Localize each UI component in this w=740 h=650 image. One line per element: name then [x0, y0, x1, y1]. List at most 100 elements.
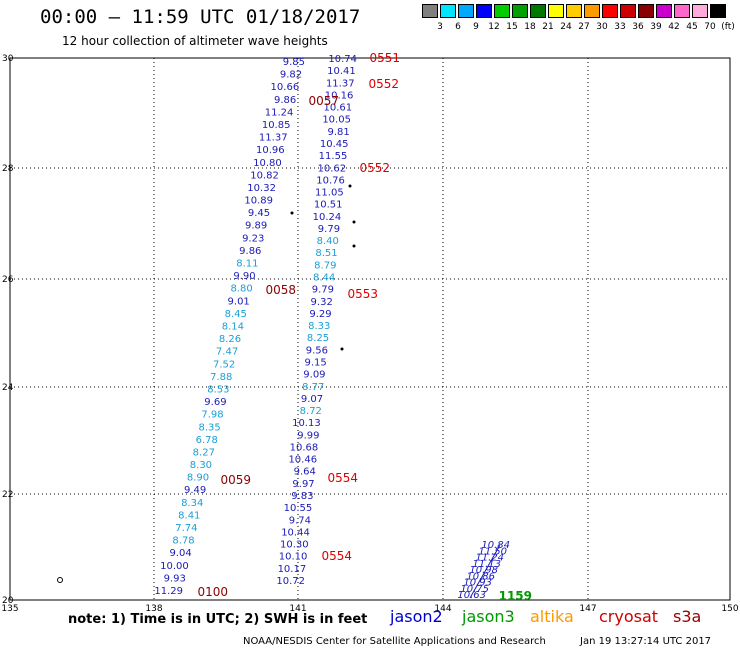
- track-c-value: 11.13: [472, 559, 501, 570]
- color-scale-tick-label: 21: [542, 22, 554, 32]
- track-b-time-label: 0554: [327, 471, 358, 485]
- longitude-tick-label: 135: [1, 604, 18, 614]
- track-b-value: 10.30: [280, 540, 309, 551]
- longitude-tick-label: 141: [289, 604, 306, 614]
- track-a-value: 9.86: [239, 246, 261, 257]
- color-scale-swatch: [476, 4, 492, 18]
- track-c-value: 10.86: [466, 571, 495, 582]
- track-a-value: 9.23: [242, 233, 264, 244]
- track-a-value: 9.89: [245, 221, 267, 232]
- track-a-value: 9.45: [248, 208, 270, 219]
- track-b-value: 9.64: [294, 467, 316, 478]
- map-frame: [9, 57, 731, 601]
- longitude-tick-label: 150: [721, 604, 738, 614]
- color-scale-tick-label: 30: [596, 22, 608, 32]
- track-a-value: 8.78: [172, 536, 194, 547]
- track-b-value: 8.72: [300, 406, 322, 417]
- track-a-value: 10.66: [271, 82, 300, 93]
- color-scale-swatch: [584, 4, 600, 18]
- legend-item-jason3: jason3: [462, 607, 515, 626]
- track-a-value: 10.82: [250, 170, 279, 181]
- longitude-tick-label: 147: [579, 604, 596, 614]
- color-scale-swatch: [422, 4, 438, 18]
- track-a-value: 7.52: [213, 359, 235, 370]
- track-b-value: 9.56: [306, 345, 328, 356]
- page-title: 00:00 – 11:59 UTC 01/18/2017: [40, 6, 361, 28]
- altimeter-tracks: 9.859.8210.669.8611.2410.8511.3710.9610.…: [57, 51, 532, 603]
- color-scale-tick-label: 36: [632, 22, 644, 32]
- color-scale-tick-label: 24: [560, 22, 572, 32]
- track-b-value: 8.77: [302, 382, 324, 393]
- color-scale-tick-label: 45: [686, 22, 698, 32]
- color-scale-tick-label: 33: [614, 22, 626, 32]
- track-b-value: 10.61: [324, 103, 353, 114]
- track-a-time-label: 0058: [265, 283, 296, 297]
- track-a-value: 11.29: [154, 586, 183, 597]
- track-b-value: 10.41: [327, 66, 356, 77]
- track-c-value: 11.50: [478, 546, 507, 557]
- track-b-time-label: 0554: [321, 549, 352, 563]
- color-scale-swatch: [530, 4, 546, 18]
- track-b-value: 10.17: [278, 564, 307, 575]
- track-b-value: 8.40: [317, 236, 339, 247]
- color-scale-swatch: [602, 4, 618, 18]
- track-b-value: 11.55: [319, 151, 348, 162]
- track-a-time-label: 0057: [308, 94, 339, 108]
- track-a-value: 10.80: [253, 158, 282, 169]
- track-b-value: 10.74: [328, 54, 357, 65]
- track-b-value: 10.44: [281, 527, 310, 538]
- latitude-tick-label: 24: [2, 383, 14, 393]
- track-c-value: 10.93: [463, 578, 492, 589]
- track-a-value: 6.78: [196, 435, 218, 446]
- track-a-value: 8.30: [190, 460, 212, 471]
- generated-timestamp: Jan 19 13:27:14 UTC 2017: [580, 636, 712, 647]
- color-scale-tick-label: 12: [488, 22, 500, 32]
- legend-item-cryosat: cryosat: [599, 607, 659, 626]
- longitude-tick-label: 138: [145, 604, 162, 614]
- color-scale-tick-label: 15: [506, 22, 518, 32]
- color-scale-tick-label: 18: [524, 22, 536, 32]
- track-b-value: 10.62: [317, 163, 346, 174]
- legend-item-altika: altika: [530, 607, 574, 626]
- track-a-value: 9.01: [228, 296, 250, 307]
- track-a-value: 8.11: [236, 259, 258, 270]
- track-b-value: 9.15: [305, 357, 327, 368]
- track-b-value: 10.05: [322, 115, 351, 126]
- track-b-time-label: 0553: [347, 287, 378, 301]
- color-scale-tick-label: 27: [578, 22, 590, 32]
- track-b-time-label: 0551: [369, 51, 400, 65]
- track-a-value: 9.69: [204, 397, 226, 408]
- track-b-value: 9.81: [327, 127, 349, 138]
- track-b-value: 8.51: [315, 248, 337, 259]
- track-b-value: 9.09: [303, 370, 325, 381]
- color-scale-swatch: [548, 4, 564, 18]
- track-b-value: 10.46: [288, 455, 317, 466]
- note-text: note: 1) Time is in UTC; 2) SWH is in fe…: [68, 612, 368, 627]
- track-a-value: 10.96: [256, 145, 285, 156]
- island-marker: [352, 220, 356, 224]
- track-a-value: 8.41: [178, 510, 200, 521]
- track-c-line: [469, 544, 501, 599]
- track-a-value: 8.90: [187, 473, 209, 484]
- color-scale-swatch: [638, 4, 654, 18]
- track-b-value: 9.99: [297, 430, 319, 441]
- color-scale-swatch: [458, 4, 474, 18]
- color-scale-swatch: [710, 4, 726, 18]
- island-marker: [290, 211, 294, 215]
- track-b-value: 8.44: [313, 273, 335, 284]
- island-marker: [348, 184, 352, 188]
- track-b-value: 10.76: [316, 175, 345, 186]
- latitude-tick-label: 28: [2, 164, 14, 174]
- legend-item-s3a: s3a: [673, 607, 702, 626]
- color-scale-swatch: [440, 4, 456, 18]
- track-a-value: 7.74: [175, 523, 197, 534]
- track-b-value: 8.79: [314, 260, 336, 271]
- track-a-value: 8.14: [222, 322, 244, 333]
- track-b-value: 10.10: [279, 552, 308, 563]
- color-scale-swatch: [692, 4, 708, 18]
- legend-item-jason2: jason2: [390, 607, 443, 626]
- track-b-value: 10.24: [313, 212, 342, 223]
- track-b-value: 10.13: [292, 418, 321, 429]
